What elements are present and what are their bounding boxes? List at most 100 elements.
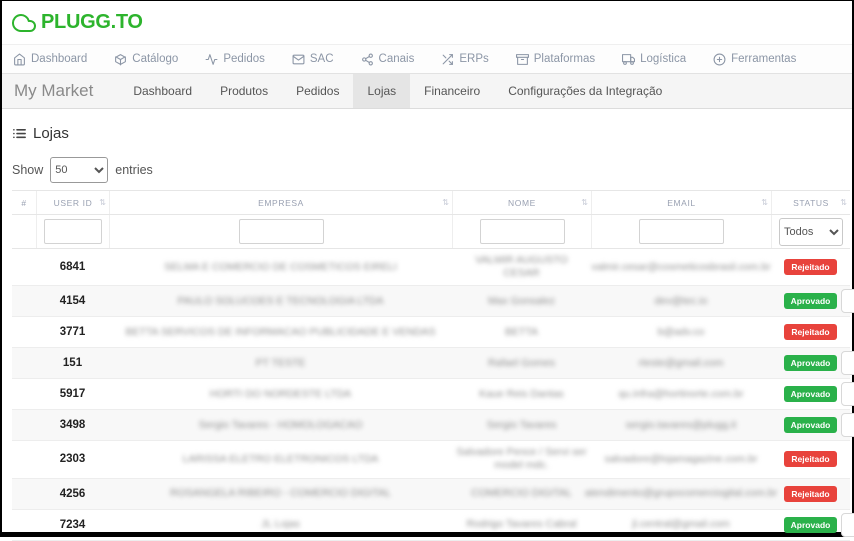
row-action-button[interactable] xyxy=(841,413,854,438)
tab-dashboard[interactable]: Dashboard xyxy=(133,84,193,98)
filter-input-nome[interactable] xyxy=(479,219,565,244)
row-status-cell: Aprovado xyxy=(771,412,850,438)
truck-icon xyxy=(622,53,636,66)
tab-financeiro[interactable]: Financeiro xyxy=(424,84,481,98)
page-title: Lojas xyxy=(12,125,852,142)
row-empresa: LARISSA ELETRO ELETRONICOS LTDA xyxy=(182,452,379,465)
cloud-icon xyxy=(12,11,36,35)
integration-tab-bar: My Market Dashboard Produtos Pedidos Lojas F… xyxy=(2,74,852,109)
home-icon xyxy=(13,53,26,66)
row-user-id: 5917 xyxy=(59,388,86,401)
row-nome: Sergio Tavares xyxy=(486,418,557,431)
sort-icon[interactable]: ⇅ xyxy=(581,198,588,207)
tab-configura-es-da-integra-o[interactable]: Configurações da Integração xyxy=(508,84,663,98)
tab-pedidos[interactable]: Pedidos xyxy=(296,84,340,98)
nav-item-catlogo[interactable]: Catálogo xyxy=(114,53,178,66)
col-header-label: STATUS xyxy=(793,197,829,208)
row-index-cell xyxy=(12,262,36,272)
nav-item-label: Catálogo xyxy=(132,53,179,65)
nav-item-plataformas[interactable]: Plataformas xyxy=(515,53,595,66)
sort-icon[interactable]: ⇅ xyxy=(761,198,768,207)
row-nome: Kaue Reis Dantas xyxy=(479,387,564,400)
row-status-cell: Rejeitado xyxy=(771,446,850,472)
row-status-cell: Rejeitado xyxy=(771,254,850,280)
nav-item-label: ERPs xyxy=(459,53,489,65)
col-header-user-id[interactable]: USER ID ⇅ xyxy=(36,191,109,214)
row-user-id: 2303 xyxy=(59,453,86,466)
row-empresa: HORTI DO NORDESTE LTDA xyxy=(209,387,352,400)
nav-item-label: Logística xyxy=(640,53,687,65)
row-nome: Rafael Gomes xyxy=(487,356,556,369)
filter-cell-# xyxy=(12,215,36,248)
row-email: salvadore@lojamagazine.com.br xyxy=(604,452,758,465)
filter-input-user-id[interactable] xyxy=(44,219,102,244)
nav-item-erps[interactable]: ERPs xyxy=(441,53,489,66)
filter-input-email[interactable] xyxy=(639,219,724,244)
status-filter-select[interactable]: Todos xyxy=(779,217,843,246)
table-row: 3498 Sergio Tavares - HOMOLOGACAO Sergio T… xyxy=(12,410,854,442)
app-header: PLUGG.TO xyxy=(2,1,852,44)
sort-icon[interactable]: ⇅ xyxy=(99,198,106,207)
row-empresa: Sergio Tavares - HOMOLOGACAO xyxy=(198,418,363,431)
table-header-row: # USER ID ⇅ EMPRESA ⇅ NOME ⇅ EMAIL ⇅ STATUS ⇅ xyxy=(12,190,850,215)
row-empresa: SELMA E COMERCIO DE COSMETICOS EIRELI xyxy=(164,260,397,273)
status-badge: Aprovado xyxy=(783,386,838,403)
col-header-email[interactable]: EMAIL ⇅ xyxy=(591,191,771,214)
col-header-empresa[interactable]: EMPRESA ⇅ xyxy=(109,191,452,214)
nav-item-label: Pedidos xyxy=(223,53,265,65)
row-email: sergio.tavares@plugg.it xyxy=(625,418,737,431)
sort-icon[interactable]: ⇅ xyxy=(442,198,449,207)
row-index-cell xyxy=(12,454,36,464)
row-status-cell: Aprovado xyxy=(771,381,850,407)
filter-cell-user-id xyxy=(36,215,109,248)
row-index-cell xyxy=(12,327,36,337)
col-header-label: EMAIL xyxy=(667,197,696,208)
row-action-button[interactable] xyxy=(841,382,854,407)
table-filter-row: Todos xyxy=(12,215,850,249)
row-action-button[interactable] xyxy=(841,351,854,376)
tab-lojas[interactable]: Lojas xyxy=(353,74,411,108)
table-row: 3771 BETTA SERVICOS DE INFORMACAO PUBLICI… xyxy=(12,317,850,349)
filter-input-empresa[interactable] xyxy=(238,219,324,244)
row-email: b@adv.co xyxy=(657,325,705,338)
row-empresa: JL Lojas xyxy=(261,517,300,530)
plus-circle-icon xyxy=(713,53,726,66)
nav-item-pedidos[interactable]: Pedidos xyxy=(205,53,265,66)
row-action-button[interactable] xyxy=(841,512,854,537)
filter-cell-empresa xyxy=(109,215,452,248)
table-row: 6841 SELMA E COMERCIO DE COSMETICOS EIREL… xyxy=(12,249,850,287)
entries-select[interactable]: 50 xyxy=(50,157,109,183)
col-header-nome[interactable]: NOME ⇅ xyxy=(452,191,591,214)
row-email: dev@tec.io xyxy=(654,294,708,307)
entries-label: entries xyxy=(115,163,153,177)
row-index-cell xyxy=(12,420,36,430)
status-badge: Rejeitado xyxy=(784,324,837,341)
nav-item-logstica[interactable]: Logística xyxy=(622,53,686,66)
nav-item-dashboard[interactable]: Dashboard xyxy=(13,53,87,66)
page-title-text: Lojas xyxy=(33,125,69,142)
status-badge: Rejeitado xyxy=(784,451,837,468)
table-row: 2303 LARISSA ELETRO ELETRONICOS LTDA Salva… xyxy=(12,441,850,479)
row-index-cell xyxy=(12,358,36,368)
sort-icon[interactable]: ⇅ xyxy=(840,198,847,207)
table-row: 4154 PAULO SOLUCOES E TECNOLOGIA LTDA Max … xyxy=(12,286,854,318)
status-badge: Aprovado xyxy=(783,293,838,310)
row-email: atendimento@grupocomerciogital.com.br xyxy=(584,486,778,499)
brand-logo-text: PLUGG.TO xyxy=(41,11,143,33)
nav-item-canais[interactable]: Canais xyxy=(361,53,414,66)
tab-produtos[interactable]: Produtos xyxy=(220,84,269,98)
row-email: rteste@gmail.com xyxy=(638,356,724,369)
list-icon xyxy=(12,126,27,141)
row-user-id: 3771 xyxy=(59,326,86,339)
nav-item-sac[interactable]: SAC xyxy=(292,53,334,66)
brand-logo[interactable]: PLUGG.TO xyxy=(12,11,143,35)
row-email: valmir.cesar@cosmeticosbrasil.com.br xyxy=(591,260,771,273)
row-user-id: 6841 xyxy=(59,261,86,274)
nav-item-ferramentas[interactable]: Ferramentas xyxy=(713,53,796,66)
status-badge: Aprovado xyxy=(783,516,838,533)
col-header-status[interactable]: STATUS ⇅ xyxy=(771,191,850,214)
row-action-button[interactable] xyxy=(841,289,854,314)
integration-name: My Market xyxy=(14,81,94,100)
row-status-cell: Rejeitado xyxy=(771,319,850,345)
table-row: 4256 ROSANGELA RIBEIRO - COMERCIO DIGITAL… xyxy=(12,478,850,510)
